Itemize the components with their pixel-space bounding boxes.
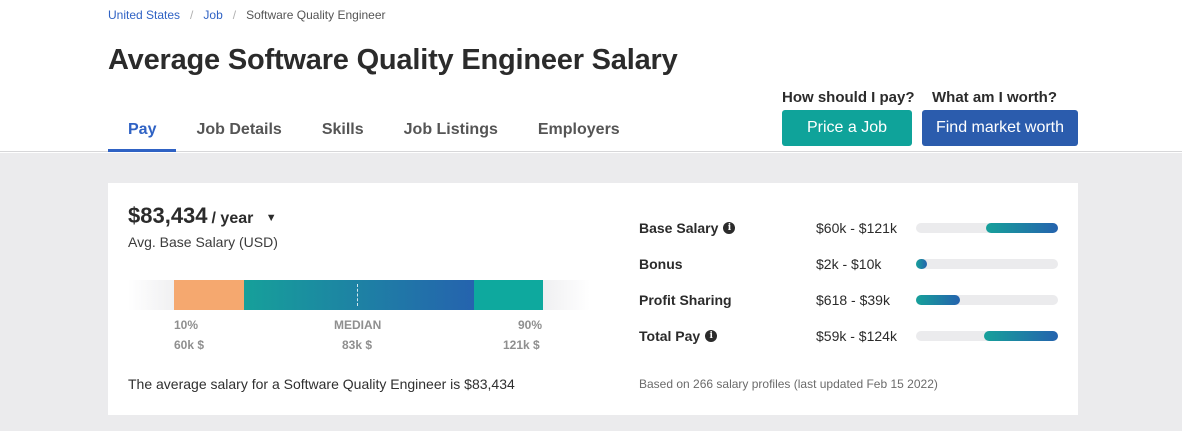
profit-sharing-bar-fill: [916, 295, 961, 305]
worth-question: What am I worth?: [932, 89, 1057, 106]
pay-row-label: Bonus: [639, 256, 683, 272]
find-market-worth-button[interactable]: Find market worth: [922, 110, 1078, 146]
base-salary-bar: [916, 223, 1058, 233]
total-pay-label: Total Pay: [639, 328, 701, 344]
base-salary-bar-fill: [985, 223, 1058, 233]
price-question: How should I pay?: [782, 89, 915, 106]
profit-sharing-bar: [916, 295, 1058, 305]
tab-pay[interactable]: Pay: [108, 112, 177, 152]
avg-base-salary-label: Avg. Base Salary (USD): [128, 234, 278, 250]
base-salary-range: $60k - $121k: [816, 220, 897, 236]
percentile-10-value: 60k $: [174, 338, 205, 352]
pay-row-base-salary: Base Salary i $60k - $121k: [639, 218, 1059, 238]
percentile-90-label: 90%: [518, 318, 543, 332]
breadcrumb: United States / Job / Software Quality E…: [108, 8, 386, 22]
header: United States / Job / Software Quality E…: [0, 0, 1182, 152]
breadcrumb-separator: /: [190, 8, 194, 22]
page-title: Average Software Quality Engineer Salary: [108, 44, 678, 76]
range-high-segment: [474, 280, 543, 310]
range-low-segment: [174, 280, 244, 310]
tab-bar: Pay Job Details Skills Job Listings Empl…: [108, 112, 640, 152]
info-icon[interactable]: i: [705, 330, 718, 342]
total-pay-bar-fill: [984, 331, 1058, 341]
pay-row-total-pay: Total Pay i $59k - $124k: [639, 326, 1059, 346]
bonus-range: $2k - $10k: [816, 256, 882, 272]
price-job-group: How should I pay? Price a Job: [782, 89, 915, 146]
profit-sharing-range: $618 - $39k: [816, 292, 890, 308]
median-label: MEDIAN: [334, 318, 382, 332]
tab-job-details[interactable]: Job Details: [196, 121, 282, 138]
caret-down-icon[interactable]: ▼: [265, 212, 277, 224]
salary-range-bar: [128, 280, 590, 310]
median-value: 83k $: [342, 338, 373, 352]
average-salary-sentence: The average salary for a Software Qualit…: [128, 376, 515, 392]
salary-amount-row: $83,434 / year ▼: [128, 203, 277, 229]
base-salary-label: Base Salary: [639, 220, 719, 236]
total-pay-range: $59k - $124k: [816, 328, 897, 344]
median-marker: [357, 284, 358, 306]
pay-row-bonus: Bonus $2k - $10k: [639, 254, 1059, 274]
breadcrumb-united-states[interactable]: United States: [108, 8, 181, 22]
bonus-bar-fill: [916, 259, 928, 269]
breadcrumb-current: Software Quality Engineer: [246, 8, 386, 22]
market-worth-group: What am I worth? Find market worth: [922, 89, 1078, 146]
bonus-bar: [916, 259, 1058, 269]
salary-footnote: Based on 266 salary profiles (last updat…: [639, 377, 938, 391]
bonus-label: Bonus: [639, 256, 683, 272]
salary-period-selector[interactable]: / year ▼: [212, 210, 277, 228]
tab-skills[interactable]: Skills: [321, 121, 364, 138]
breadcrumb-separator: /: [232, 8, 237, 22]
salary-amount: $83,434: [128, 203, 208, 228]
salary-period: / year: [211, 210, 254, 227]
tab-job-listings[interactable]: Job Listings: [403, 121, 498, 138]
pay-row-profit-sharing: Profit Sharing $618 - $39k: [639, 290, 1059, 310]
pay-row-label: Profit Sharing: [639, 292, 732, 308]
percentile-90-value: 121k $: [503, 338, 540, 352]
percentile-10-label: 10%: [174, 318, 199, 332]
price-a-job-button[interactable]: Price a Job: [782, 110, 912, 146]
tab-employers[interactable]: Employers: [537, 121, 620, 138]
profit-sharing-label: Profit Sharing: [639, 292, 732, 308]
info-icon[interactable]: i: [723, 222, 736, 234]
breadcrumb-job[interactable]: Job: [203, 8, 223, 22]
total-pay-bar: [916, 331, 1058, 341]
pay-row-label: Base Salary i: [639, 220, 736, 236]
salary-card: $83,434 / year ▼ Avg. Base Salary (USD) …: [108, 183, 1078, 415]
range-mid-segment: [244, 280, 474, 310]
pay-row-label: Total Pay i: [639, 328, 718, 344]
